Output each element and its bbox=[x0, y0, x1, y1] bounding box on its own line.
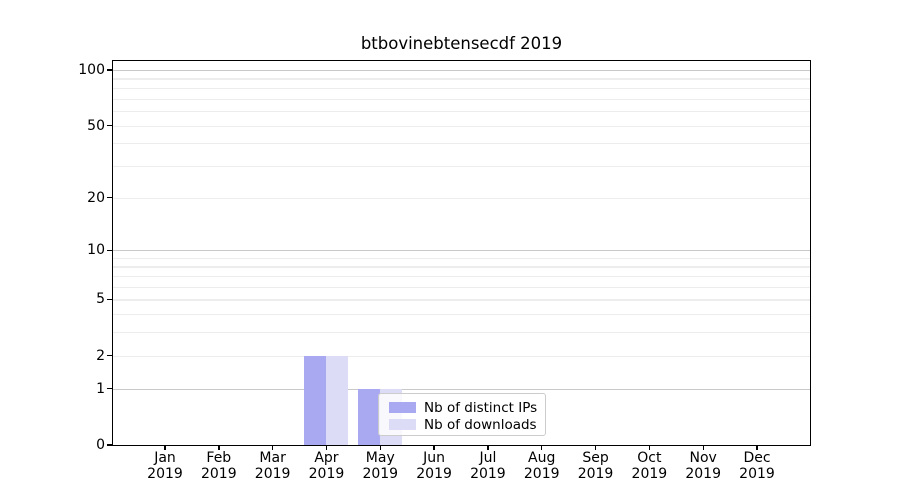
x-tick-label-aug: Aug 2019 bbox=[523, 450, 560, 482]
gridline-minor bbox=[113, 125, 810, 127]
x-tick-label-nov: Nov 2019 bbox=[685, 450, 721, 482]
x-tick-mark bbox=[594, 445, 597, 450]
legend-label-distinct-ips: Nb of distinct IPs bbox=[424, 399, 538, 416]
y-tick-label: 2 bbox=[96, 347, 105, 364]
legend-label-downloads: Nb of downloads bbox=[424, 416, 537, 433]
gridline-minor bbox=[113, 257, 810, 259]
x-tick-label-apr: Apr 2019 bbox=[308, 450, 345, 482]
legend-item-distinct-ips: Nb of distinct IPs bbox=[379, 399, 545, 416]
gridline-major bbox=[113, 70, 810, 72]
x-tick-mark bbox=[379, 445, 381, 450]
legend-swatch-downloads bbox=[389, 419, 416, 430]
y-tick-label: 0 bbox=[96, 437, 105, 453]
x-tick-label-feb: Feb 2019 bbox=[200, 450, 237, 482]
axes-spines bbox=[112, 60, 811, 446]
gridline-minor bbox=[113, 276, 810, 278]
gridline-major bbox=[113, 388, 810, 390]
legend-item-downloads: Nb of downloads bbox=[379, 416, 545, 433]
legend-swatch-distinct-ips bbox=[389, 402, 416, 413]
x-tick-mark bbox=[487, 445, 489, 450]
x-tick-label-jul: Jul 2019 bbox=[470, 450, 506, 482]
y-tick-mark bbox=[107, 298, 113, 301]
plot-area: Nb of distinct IPs Nb of downloads bbox=[112, 60, 811, 446]
x-tick-mark bbox=[164, 445, 166, 450]
y-tick-mark bbox=[107, 388, 113, 390]
x-tick-label-dec: Dec 2019 bbox=[739, 450, 775, 482]
gridline-minor bbox=[113, 165, 810, 168]
x-tick-label-sep: Sep 2019 bbox=[577, 450, 614, 482]
gridline-minor bbox=[113, 332, 810, 334]
bar-distinct-ips-may bbox=[358, 388, 381, 445]
gridline-minor bbox=[113, 110, 810, 113]
gridline-minor bbox=[113, 314, 810, 316]
x-tick-label-jan: Jan 2019 bbox=[147, 450, 183, 482]
x-tick-label-oct: Oct 2019 bbox=[631, 450, 668, 482]
y-tick-label: 10 bbox=[87, 242, 105, 259]
y-tick-mark bbox=[107, 69, 113, 71]
y-tick-mark bbox=[107, 124, 113, 127]
x-tick-label-jun: Jun 2019 bbox=[416, 450, 452, 482]
gridline-minor bbox=[113, 355, 810, 357]
x-tick-mark bbox=[218, 445, 220, 450]
y-tick-mark bbox=[107, 197, 113, 199]
y-tick-label: 5 bbox=[96, 291, 105, 308]
y-tick-label: 1 bbox=[96, 380, 105, 397]
x-tick-mark bbox=[648, 445, 651, 450]
x-tick-mark bbox=[756, 445, 758, 450]
gridline-minor bbox=[113, 143, 810, 145]
gridline-minor bbox=[113, 98, 810, 100]
chart-title: btbovinebtensecdf 2019 bbox=[360, 34, 563, 53]
bar-distinct-ips-apr bbox=[304, 355, 327, 445]
x-tick-label-may: May 2019 bbox=[362, 450, 399, 482]
y-tick-label: 20 bbox=[87, 189, 105, 206]
bar-downloads-apr bbox=[326, 355, 349, 445]
y-tick-label: 100 bbox=[78, 62, 105, 78]
gridline-minor bbox=[113, 299, 810, 301]
y-tick-mark bbox=[107, 249, 113, 251]
x-tick-mark bbox=[541, 445, 543, 450]
gridline-minor bbox=[113, 266, 810, 268]
x-tick-mark bbox=[272, 445, 274, 450]
gridline-minor bbox=[113, 197, 810, 199]
y-tick-label: 50 bbox=[87, 117, 105, 134]
y-tick-mark bbox=[107, 355, 113, 357]
x-tick-mark bbox=[325, 445, 328, 450]
x-tick-label-mar: Mar 2019 bbox=[254, 450, 291, 482]
gridline-minor bbox=[113, 87, 810, 90]
x-tick-mark bbox=[702, 445, 704, 450]
y-tick-mark bbox=[107, 444, 113, 446]
x-tick-mark bbox=[433, 445, 435, 450]
legend: Nb of distinct IPs Nb of downloads bbox=[378, 393, 546, 436]
gridline-minor bbox=[113, 78, 810, 80]
gridline-major bbox=[113, 250, 810, 252]
gridline-minor bbox=[113, 286, 810, 288]
